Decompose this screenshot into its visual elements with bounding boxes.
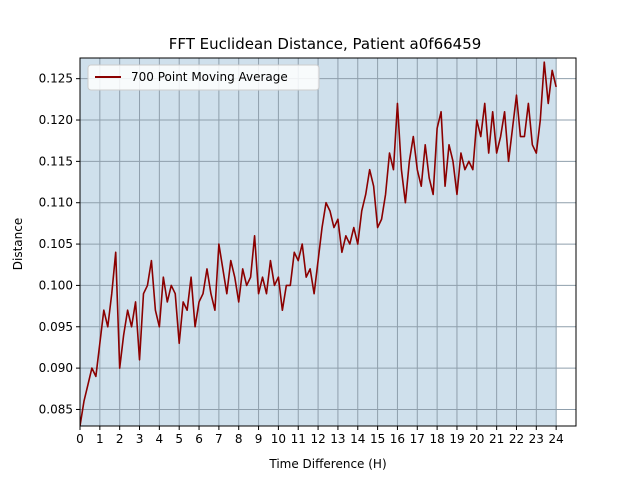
x-tick-label-18: 18 bbox=[429, 432, 444, 446]
x-tick-label-5: 5 bbox=[175, 432, 183, 446]
y-tick-label-8: 0.125 bbox=[39, 72, 73, 86]
x-tick-label-22: 22 bbox=[509, 432, 524, 446]
x-tick-label-2: 2 bbox=[116, 432, 124, 446]
legend: 700 Point Moving Average bbox=[87, 64, 320, 91]
x-tick-label-16: 16 bbox=[390, 432, 405, 446]
x-tick-label-23: 23 bbox=[529, 432, 544, 446]
x-tick-label-17: 17 bbox=[410, 432, 425, 446]
plot-frame bbox=[79, 57, 577, 427]
chart-title: FFT Euclidean Distance, Patient a0f66459 bbox=[169, 35, 482, 53]
y-tick-label-2: 0.095 bbox=[39, 320, 73, 334]
x-tick-label-20: 20 bbox=[469, 432, 484, 446]
x-tick-label-12: 12 bbox=[310, 432, 325, 446]
x-tick-label-15: 15 bbox=[370, 432, 385, 446]
x-axis: 0 1 2 3 4 5 6 7 8 9 10 11 12 13 14 15 16 17 18 19 20 21 22 23 24 bbox=[76, 426, 564, 446]
x-tick-label-13: 13 bbox=[330, 432, 345, 446]
legend-label: 700 Point Moving Average bbox=[131, 70, 288, 84]
x-tick-label-21: 21 bbox=[489, 432, 504, 446]
series-line bbox=[80, 61, 557, 426]
x-tick-label-11: 11 bbox=[291, 432, 306, 446]
x-tick-label-0: 0 bbox=[76, 432, 84, 446]
x-tick-label-4: 4 bbox=[156, 432, 164, 446]
x-tick-label-19: 19 bbox=[449, 432, 464, 446]
y-tick-label-3: 0.100 bbox=[39, 278, 73, 292]
y-axis: 0.085 0.090 0.095 0.100 0.105 0.110 0.115 0.120… bbox=[39, 72, 80, 416]
legend-box bbox=[87, 64, 320, 91]
y-tick-label-4: 0.105 bbox=[39, 237, 73, 251]
y-tick-label-0: 0.085 bbox=[39, 402, 73, 416]
x-tick-label-9: 9 bbox=[255, 432, 263, 446]
x-tick-label-6: 6 bbox=[195, 432, 203, 446]
x-axis-label: Time Difference (H) bbox=[268, 457, 386, 471]
x-tick-label-10: 10 bbox=[271, 432, 286, 446]
y-axis-label: Distance bbox=[11, 218, 25, 270]
x-tick-label-3: 3 bbox=[136, 432, 144, 446]
y-tick-label-1: 0.090 bbox=[39, 361, 73, 375]
x-tick-label-7: 7 bbox=[215, 432, 223, 446]
y-tick-label-5: 0.110 bbox=[39, 196, 73, 210]
x-tick-label-24: 24 bbox=[549, 432, 564, 446]
x-tick-label-8: 8 bbox=[235, 432, 243, 446]
x-tick-label-14: 14 bbox=[350, 432, 365, 446]
y-tick-label-6: 0.115 bbox=[39, 154, 73, 168]
x-tick-label-1: 1 bbox=[96, 432, 104, 446]
y-tick-label-7: 0.120 bbox=[39, 113, 73, 127]
